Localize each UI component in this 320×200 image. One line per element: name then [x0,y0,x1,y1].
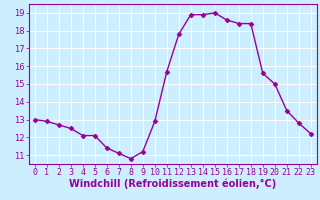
X-axis label: Windchill (Refroidissement éolien,°C): Windchill (Refroidissement éolien,°C) [69,179,276,189]
